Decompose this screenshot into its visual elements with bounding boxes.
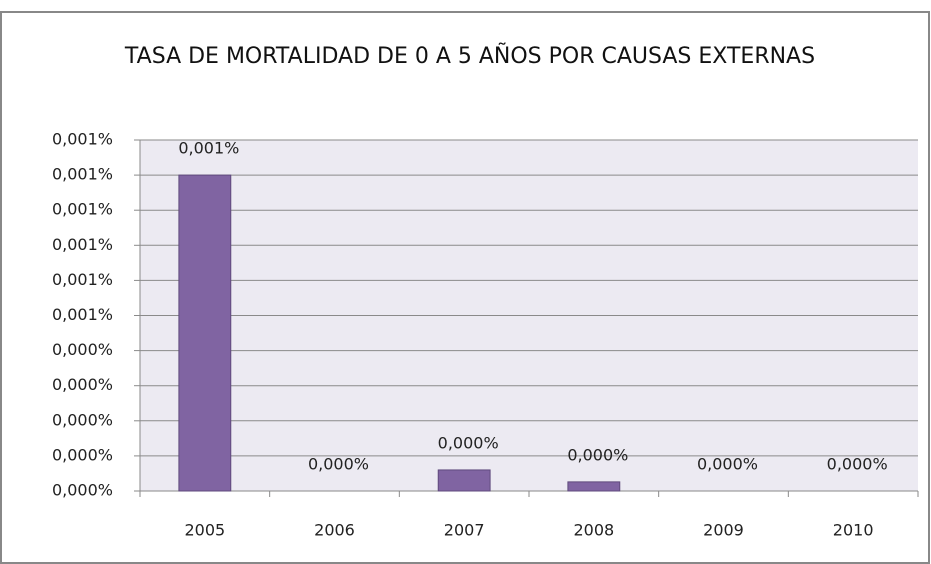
data-label: 0,001% (178, 139, 239, 158)
data-label: 0,000% (697, 455, 758, 474)
x-tick-label: 2009 (703, 521, 744, 540)
bar (567, 481, 621, 492)
x-tick-label: 2007 (444, 521, 485, 540)
x-tick-label: 2005 (184, 521, 225, 540)
data-label: 0,000% (308, 455, 369, 474)
y-tick-label: 0,001% (52, 270, 113, 289)
y-tick-label: 0,000% (52, 375, 113, 394)
y-tick-label: 0,001% (52, 130, 113, 149)
y-tick-label: 0,001% (52, 305, 113, 324)
y-tick-label: 0,001% (52, 165, 113, 184)
y-tick-label: 0,001% (52, 200, 113, 219)
bar (178, 174, 232, 492)
y-tick-label: 0,001% (52, 235, 113, 254)
data-label: 0,000% (567, 445, 628, 464)
x-tick-label: 2006 (314, 521, 355, 540)
x-tick-label: 2008 (573, 521, 614, 540)
y-tick-label: 0,000% (52, 481, 113, 500)
data-label: 0,000% (827, 455, 888, 474)
data-label: 0,000% (438, 433, 499, 452)
y-tick-label: 0,000% (52, 340, 113, 359)
y-tick-label: 0,000% (52, 410, 113, 429)
chart-title: TASA DE MORTALIDAD DE 0 A 5 AÑOS POR CAU… (124, 44, 816, 69)
bar (437, 469, 491, 492)
y-tick-label: 0,000% (52, 445, 113, 464)
x-tick-label: 2010 (833, 521, 874, 540)
